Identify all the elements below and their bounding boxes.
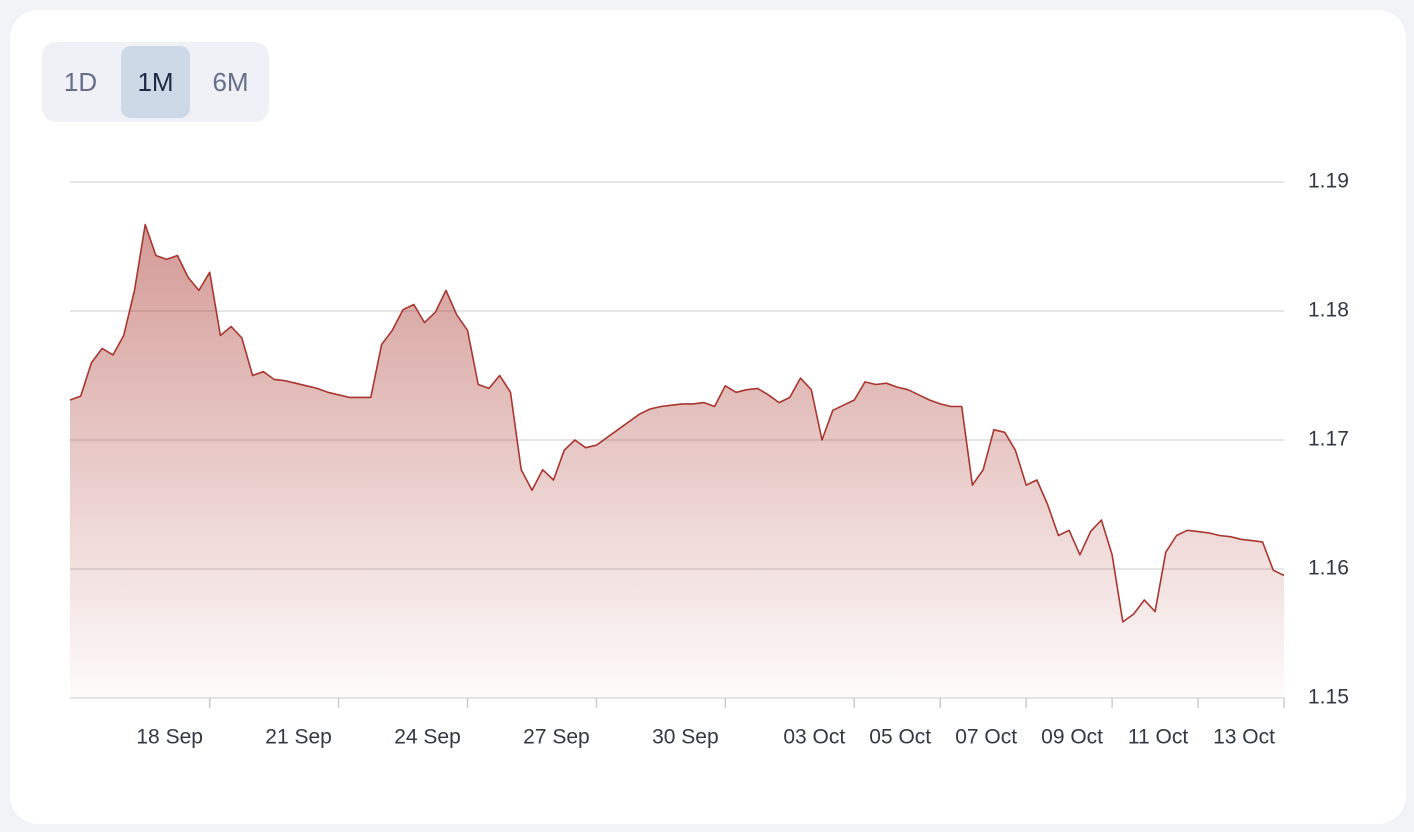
x-tick-label: 03 Oct — [783, 726, 845, 749]
y-tick-label: 1.18 — [1308, 299, 1349, 322]
range-button[interactable]: 6M — [196, 46, 265, 118]
range-button[interactable]: 1M — [121, 46, 190, 118]
x-tick-label: 05 Oct — [869, 726, 931, 749]
x-tick-label: 18 Sep — [136, 726, 203, 749]
line — [69, 223, 1285, 623]
x-tick-label: 21 Sep — [265, 726, 332, 749]
y-tick-label: 1.19 — [1308, 170, 1349, 193]
x-tick-label: 09 Oct — [1041, 726, 1103, 749]
x-tick-label: 11 Oct — [1128, 726, 1188, 749]
y-tick-label: 1.17 — [1308, 428, 1349, 451]
y-tick-label: 1.16 — [1308, 557, 1349, 580]
x-tick-label: 07 Oct — [955, 726, 1017, 749]
x-tick-label: 13 Oct — [1213, 726, 1275, 749]
range-selector: 1D 1M 6M — [42, 42, 269, 122]
x-tick-label: 24 Sep — [394, 726, 461, 749]
x-tick-label: 30 Sep — [652, 726, 719, 749]
x-tick-label: 27 Sep — [523, 726, 590, 749]
range-button[interactable]: 1D — [46, 46, 115, 118]
area-fill — [70, 224, 1284, 698]
y-tick-label: 1.15 — [1308, 686, 1349, 709]
